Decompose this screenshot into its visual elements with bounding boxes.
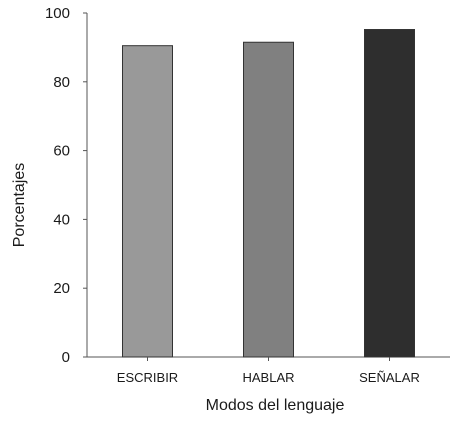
- x-axis-title: Modos del lenguaje: [206, 397, 345, 414]
- y-tick-label: 20: [53, 280, 70, 297]
- bars: [122, 29, 415, 358]
- y-axis-title: Porcentajes: [11, 163, 28, 248]
- y-tick-label: 60: [53, 143, 70, 160]
- y-tick-label: 0: [62, 349, 70, 366]
- x-category-label: ESCRIBIR: [117, 370, 178, 385]
- y-tick-label: 100: [45, 5, 70, 22]
- x-category-label: SEÑALAR: [359, 370, 420, 385]
- bar-escribir: [122, 45, 173, 358]
- y-tick-label: 40: [53, 211, 70, 228]
- bar-hablar: [243, 41, 294, 358]
- x-category-label: HABLAR: [242, 370, 294, 385]
- x-axis-categories: ESCRIBIR HABLAR SEÑALAR: [117, 357, 420, 385]
- y-axis-ticks: 0 20 40 60 80 100: [45, 5, 87, 366]
- bar-señalar: [364, 29, 415, 358]
- y-tick-label: 80: [53, 74, 70, 91]
